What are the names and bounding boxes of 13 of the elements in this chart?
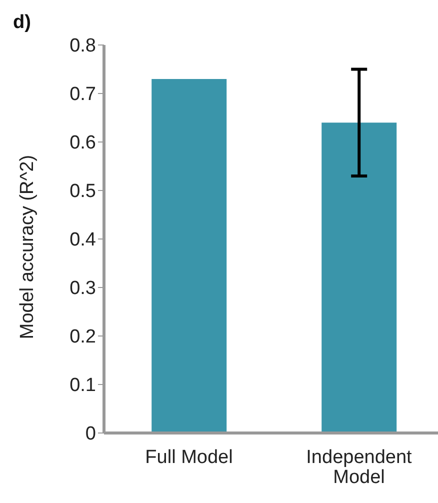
y-tick-label: 0.3 bbox=[70, 278, 96, 300]
y-tick-label: 0.7 bbox=[70, 84, 96, 106]
y-tick-label: 0.8 bbox=[70, 36, 96, 57]
y-tick-label: 0.5 bbox=[70, 181, 96, 202]
y-axis-title: Model accuracy (R^2) bbox=[17, 154, 39, 340]
y-tick-label: 0.4 bbox=[70, 230, 96, 251]
y-tick-label: 0 bbox=[85, 424, 96, 445]
x-tick-label: Full Model bbox=[145, 447, 233, 468]
x-tick-label: Independent Model bbox=[306, 447, 413, 488]
y-tick-label: 0.1 bbox=[70, 375, 96, 396]
chart-title: d) bbox=[13, 12, 31, 34]
y-tick-label: 0.2 bbox=[70, 326, 96, 348]
y-tick-label: 0.6 bbox=[70, 132, 96, 154]
